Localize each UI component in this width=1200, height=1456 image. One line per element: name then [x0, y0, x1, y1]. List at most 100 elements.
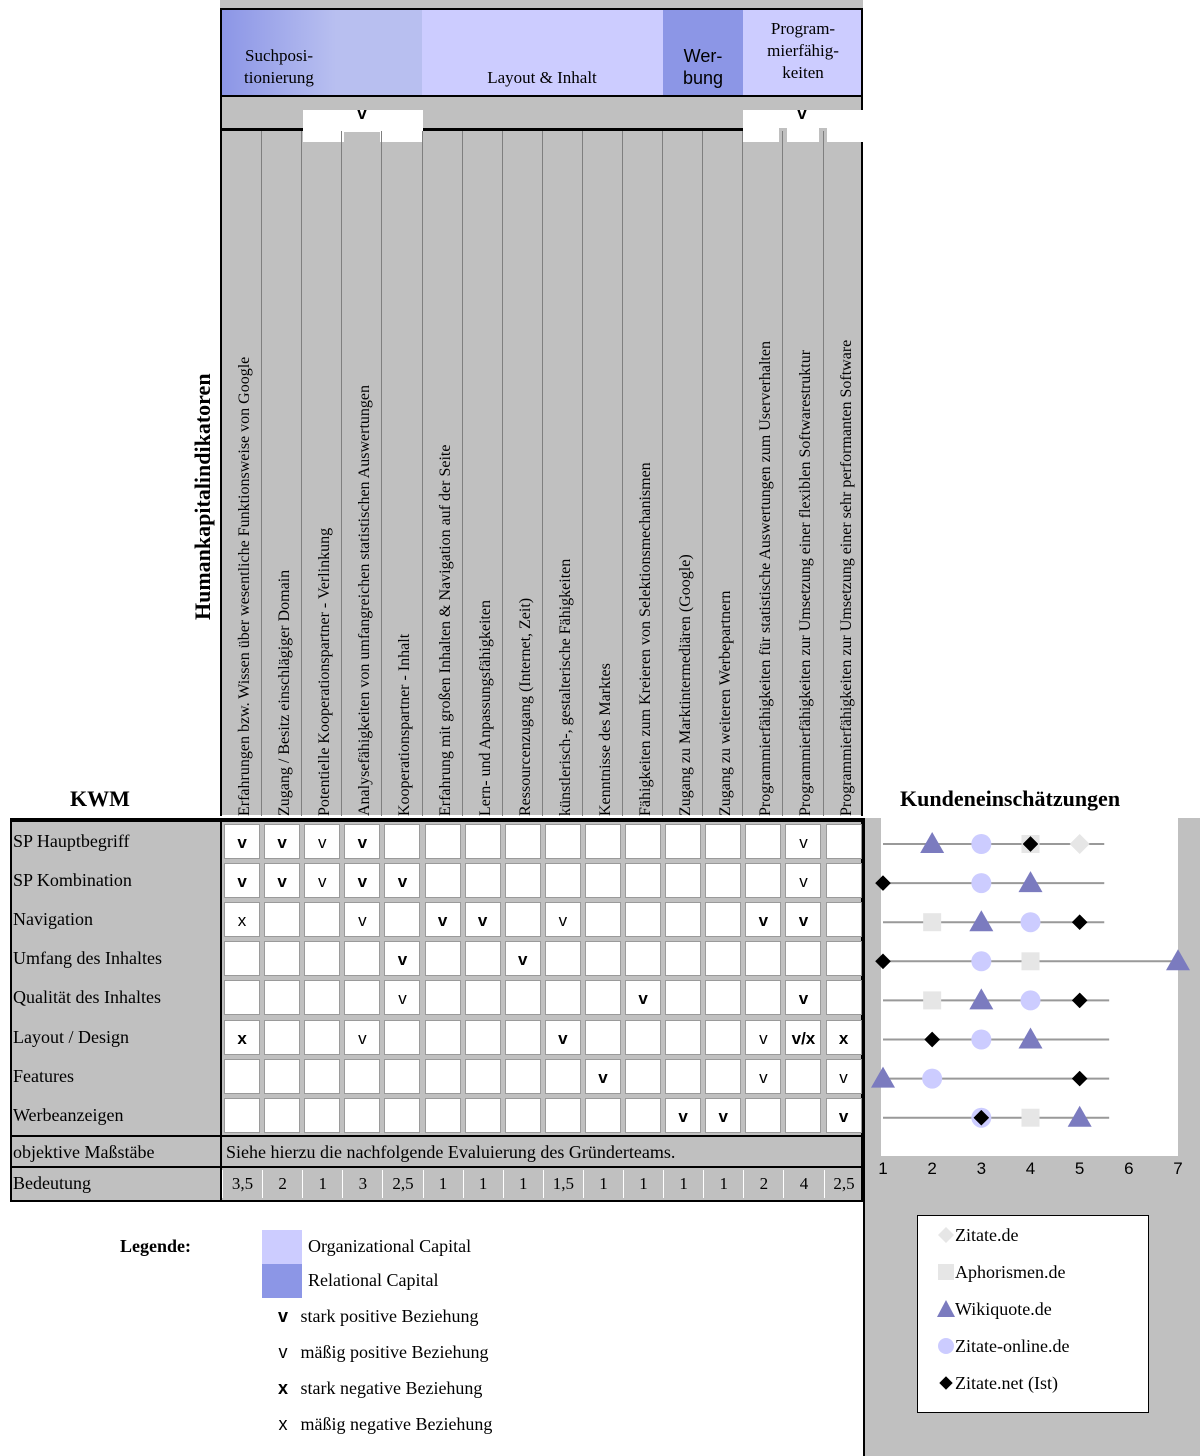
- chart-legend-item: Zitate.de: [938, 1224, 1018, 1246]
- bedeutung-label: Bedeutung: [13, 1173, 91, 1193]
- matrix-cell: [344, 941, 381, 977]
- chart-legend-marker-shape: [937, 1300, 955, 1317]
- matrix-cell: v: [384, 863, 421, 899]
- matrix-cell: v: [464, 902, 501, 938]
- matrix-cell: [625, 863, 662, 899]
- column-label: Erfahrung mit großen Inhalten & Navigati…: [423, 128, 463, 816]
- matrix-cell: v: [304, 824, 341, 860]
- matrix-cell: [705, 863, 742, 899]
- matrix-cell: [504, 1019, 541, 1055]
- matrix-cell: v: [584, 1058, 621, 1094]
- legend-text: stark positive Beziehung: [296, 1306, 479, 1326]
- matrix-cell: [544, 980, 581, 1016]
- legend-text: mäßig positive Beziehung: [296, 1342, 489, 1362]
- data-point: [923, 991, 942, 1010]
- data-point: [969, 910, 994, 932]
- kunden-chart: 1 2 3 4 5 6 7: [871, 818, 1190, 1178]
- column-label: Fähigkeiten zum Kreieren von Selektionsm…: [623, 128, 663, 816]
- data-point: [1166, 949, 1190, 971]
- bedeutung-value: 1: [582, 1170, 623, 1198]
- legend-symbol: v: [278, 1342, 288, 1362]
- column-label: künstlerisch-, gestalterische Fähigkeite…: [543, 128, 583, 816]
- chart-legend-marker: [938, 1338, 954, 1354]
- column-divider: [261, 131, 263, 816]
- matrix-cell: v: [304, 863, 341, 899]
- column-label: Lern- und Anpassungsfähigkeiten: [463, 128, 503, 816]
- matrix-cell: [544, 863, 581, 899]
- matrix-cell: [785, 1058, 822, 1094]
- bedeutung-value: 1: [663, 1170, 703, 1198]
- matrix-cell: v: [825, 1097, 862, 1133]
- matrix-cell: v: [344, 1019, 381, 1055]
- matrix-cell: [665, 941, 702, 977]
- matrix-cell: [584, 902, 621, 938]
- matrix-cell: [825, 980, 862, 1016]
- row-label: Werbeanzeigen: [13, 1104, 124, 1125]
- matrix-cell: [344, 1058, 381, 1094]
- matrix-cell: [384, 824, 421, 860]
- matrix-cell: [584, 1019, 621, 1055]
- chart-legend-item: Wikiquote.de: [937, 1298, 1052, 1320]
- data-point: [923, 913, 942, 932]
- top-mark-box-1-inner: [344, 132, 380, 142]
- group-band-programmier: [743, 10, 861, 95]
- column-label: Erfahrungen bzw. Wissen über wesentliche…: [222, 128, 262, 816]
- matrix-cell: [264, 980, 301, 1016]
- column-divider: [782, 131, 784, 816]
- matrix-cell: [424, 1019, 461, 1055]
- chart-legend-marker-shape: [938, 1227, 954, 1243]
- row-label: Navigation: [13, 909, 93, 930]
- matrix-cell: [464, 1058, 501, 1094]
- group-label-suchpositionierung: Suchposi- tionierung: [244, 46, 314, 87]
- legend-text: mäßig negative Beziehung: [296, 1414, 493, 1434]
- objective-divider: [220, 1135, 222, 1167]
- matrix-cell: v: [785, 902, 822, 938]
- data-point: [1067, 1105, 1092, 1127]
- matrix-cell: v: [504, 941, 541, 977]
- matrix-cell: v: [264, 824, 301, 860]
- bedeutung-value: 1: [502, 1170, 543, 1198]
- data-point: [875, 875, 891, 891]
- matrix-cell: [464, 941, 501, 977]
- chart-legend-label: Zitate.net (Ist): [955, 1373, 1058, 1393]
- matrix-cell: v: [625, 980, 662, 1016]
- matrix-cell: v: [384, 980, 421, 1016]
- matrix-cell: [825, 863, 862, 899]
- chart-legend-marker-shape: [938, 1264, 954, 1280]
- matrix-cell: [304, 941, 341, 977]
- matrix-cell: [424, 980, 461, 1016]
- group-band-accent: [336, 10, 422, 95]
- side-title-text: Humankapitalindikatoren: [190, 373, 215, 620]
- column-label-text: Lern- und Anpassungsfähigkeiten: [476, 600, 494, 816]
- matrix-cell: [384, 1058, 421, 1094]
- row-label: Qualität des Inhaltes: [13, 987, 161, 1008]
- matrix-cell: [464, 1019, 501, 1055]
- matrix-cell: v: [544, 1019, 581, 1055]
- matrix-cell: [825, 941, 862, 977]
- bedeutung-value: 3: [342, 1170, 382, 1198]
- bedeutung-value: 4: [783, 1170, 823, 1198]
- matrix-cell: [584, 1097, 621, 1133]
- legend-symbol: x: [278, 1414, 288, 1434]
- legend-item: v mäßig positive Beziehung: [270, 1342, 489, 1363]
- header-separator-2: [222, 128, 863, 131]
- matrix-cell: [705, 824, 742, 860]
- group-label-programmier: Program- mierfähig- keiten: [767, 19, 839, 82]
- matrix-cell: [504, 1058, 541, 1094]
- column-divider: [622, 131, 623, 816]
- matrix-cell: [584, 824, 621, 860]
- matrix-cell: [544, 824, 581, 860]
- chart-legend-marker: [939, 1376, 953, 1390]
- matrix-cell: [584, 863, 621, 899]
- matrix-cell: v: [384, 941, 421, 977]
- top-mark-2: v: [797, 104, 807, 123]
- matrix-cell: [344, 1097, 381, 1133]
- column-label: Programmierfähigkeiten zur Umsetzung ein…: [783, 128, 823, 816]
- kwm-title: KWM: [70, 786, 130, 811]
- row-label: Umfang des Inhaltes: [13, 948, 162, 969]
- matrix-cell: [304, 980, 341, 1016]
- group-band-werbung: [663, 10, 743, 95]
- x-tick-label: 7: [1173, 1159, 1182, 1178]
- matrix-cell: [825, 902, 862, 938]
- matrix-cell: [224, 1097, 261, 1133]
